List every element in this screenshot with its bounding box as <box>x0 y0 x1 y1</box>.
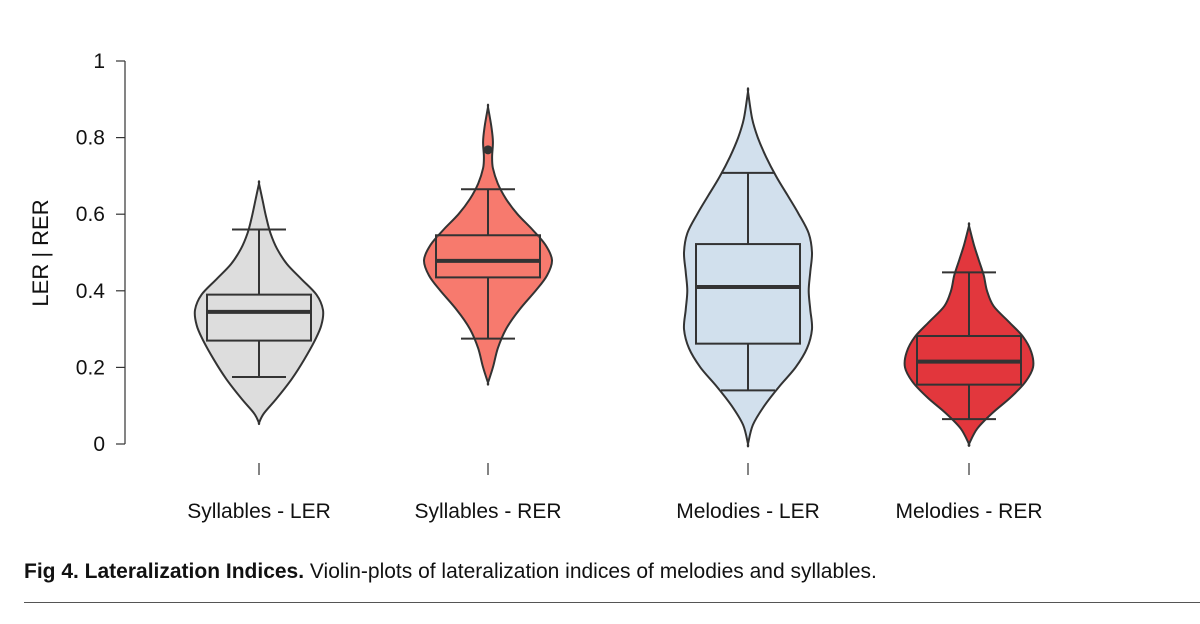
y-tick-label: 0.8 <box>76 127 105 150</box>
y-tick-label: 0.6 <box>76 203 105 226</box>
y-axis-label: LER | RER <box>28 199 53 306</box>
outlier-point <box>483 145 493 155</box>
iqr-box <box>206 293 312 342</box>
y-tick-label: 1 <box>93 50 105 73</box>
x-axis: Syllables - LER Syllables - RER Melodies -… <box>187 463 1043 523</box>
x-tick-label: Melodies - LER <box>676 500 820 523</box>
violins <box>193 87 1035 448</box>
caption-label: Fig 4. Lateralization Indices. <box>24 560 305 583</box>
caption-text: Violin-plots of lateralization indices o… <box>304 560 877 583</box>
violin-group <box>682 87 814 448</box>
x-tick-label: Syllables - LER <box>187 500 331 523</box>
violin-chart: 0 0.2 0.4 0.6 0.8 1 LER | RER Syllables - LER… <box>28 50 1043 523</box>
y-tick-label: 0.4 <box>76 280 106 303</box>
y-tick-label: 0 <box>93 433 105 456</box>
violin-group <box>422 103 554 386</box>
iqr-box <box>435 234 541 279</box>
x-tick-label: Melodies - RER <box>895 500 1042 523</box>
caption-divider <box>24 602 1200 603</box>
iqr-box <box>695 243 801 345</box>
violin-group <box>193 180 325 426</box>
x-tick-label: Syllables - RER <box>414 500 561 523</box>
y-axis: 0 0.2 0.4 0.6 0.8 1 <box>76 50 126 456</box>
violin-shape <box>193 180 325 426</box>
y-tick-label: 0.2 <box>76 356 105 379</box>
violin-group <box>903 222 1035 447</box>
violin-shape <box>682 87 814 448</box>
figure-caption: Fig 4. Lateralization Indices. Violin-pl… <box>24 560 877 584</box>
violin-shape <box>422 103 554 386</box>
